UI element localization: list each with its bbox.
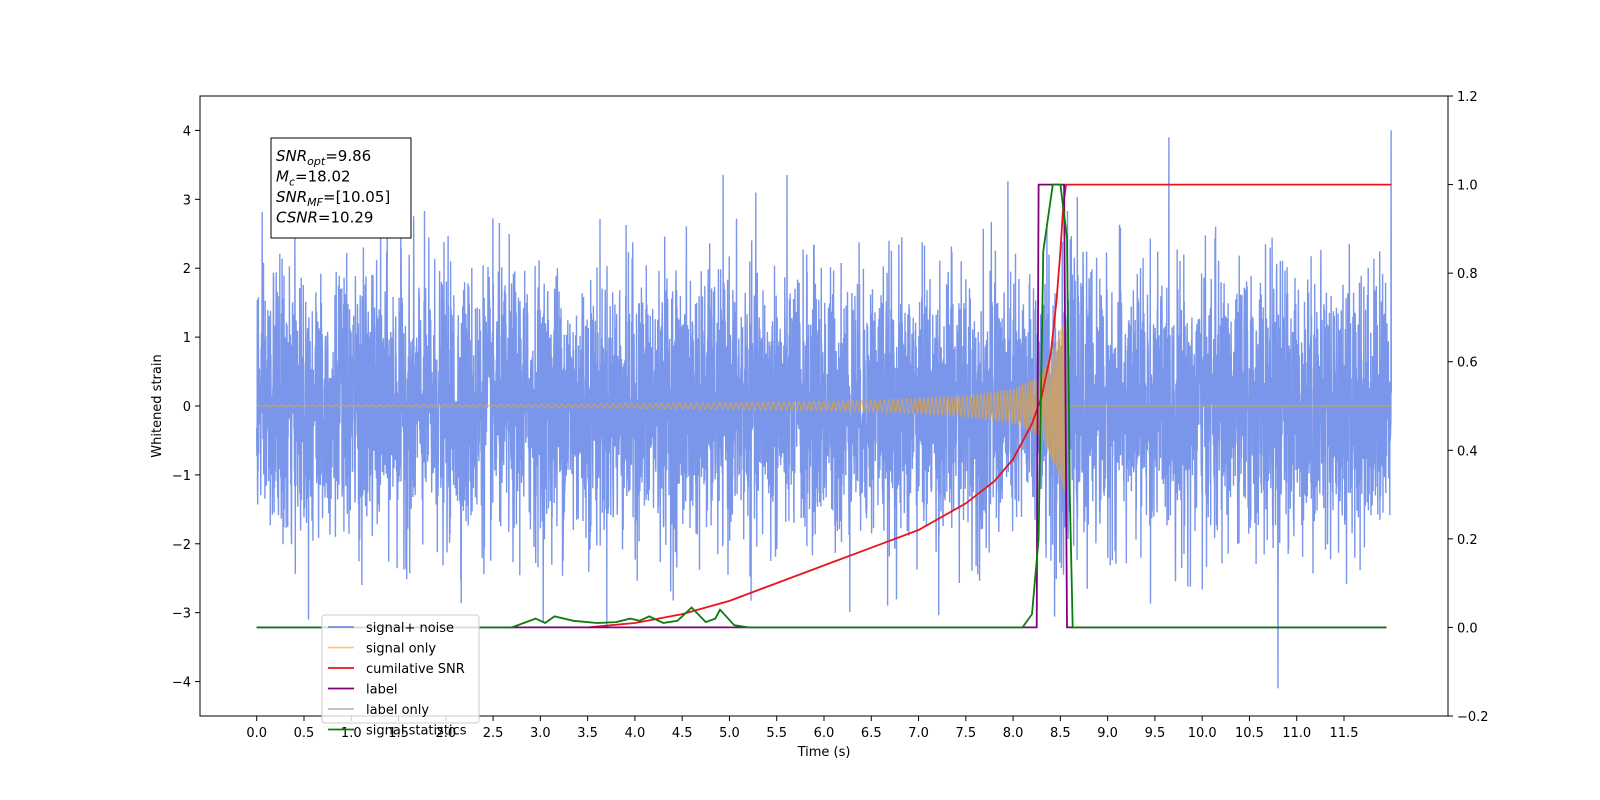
y-axis-label: Whitened strain	[150, 354, 165, 457]
x-tick-label: 5.0	[719, 726, 740, 741]
y-tick-label: 2	[183, 262, 191, 277]
series-signal-statistics	[256, 183, 1387, 629]
x-tick-label: 6.0	[814, 726, 835, 741]
legend-entry-label: signal+ noise	[366, 621, 454, 636]
x-tick-label: 0.5	[294, 726, 315, 741]
x-tick-label: 9.5	[1145, 726, 1166, 741]
x-tick-label: 8.5	[1050, 726, 1071, 741]
y2-tick-label: 0.2	[1457, 533, 1478, 548]
stats-annotation-box: SNRopt=9.86Mc=18.02SNRMF=[10.05]CSNR=10.…	[270, 137, 412, 239]
plot-series-layer	[256, 130, 1392, 689]
x-axis-label: Time (s)	[797, 745, 851, 760]
y-axis: −4 −3 −2 −1 0 1 2 3 4	[172, 124, 200, 691]
series-signal-plus-noise	[256, 130, 1392, 689]
legend: signal+ noise signal only cumilative SNR la…	[321, 614, 480, 739]
x-tick-label: 0.0	[246, 726, 267, 741]
y-tick-label: 3	[183, 193, 191, 208]
x-tick-label: 1.0	[341, 726, 362, 741]
stats-box-frame	[270, 137, 412, 239]
y2-tick-label: 1.0	[1457, 179, 1478, 194]
x-tick-label: 1.5	[388, 726, 409, 741]
x-tick-label: 10.5	[1235, 726, 1264, 741]
stats-line: CSNR=10.29	[276, 209, 373, 227]
y-tick-label: 1	[183, 331, 191, 346]
x-tick-label: 4.0	[625, 726, 646, 741]
y-tick-label: 4	[183, 124, 191, 139]
x-axis: 0.0 0.5 1.0 1.5 2.0 2.5 3.0 3.5 4.0 4.5 5.0 5.5 6.0 6…	[246, 716, 1358, 741]
y-tick-label: −1	[172, 469, 191, 484]
x-tick-label: 9.0	[1097, 726, 1118, 741]
y2-tick-label: 0.6	[1457, 356, 1478, 371]
stats-line: SNRMF=[10.05]	[276, 188, 390, 209]
x-tick-label: 2.0	[435, 726, 456, 741]
y-tick-label: −2	[172, 538, 191, 553]
x-tick-label: 7.0	[908, 726, 929, 741]
legend-frame	[321, 614, 480, 724]
legend-entry-label: label only	[366, 703, 429, 718]
x-tick-label: 8.0	[1003, 726, 1024, 741]
x-tick-label: 11.0	[1282, 726, 1311, 741]
y-tick-label: −4	[172, 676, 191, 691]
y2-tick-label: 0.8	[1457, 267, 1478, 282]
x-tick-label: 10.0	[1188, 726, 1217, 741]
y-tick-label: −3	[172, 607, 191, 622]
y2-axis: −0.2 0.0 0.2 0.4 0.6 0.8 1.0 1.2	[1448, 90, 1489, 725]
legend-entry-label: signal statistics	[366, 724, 467, 739]
x-tick-label: 2.5	[483, 726, 504, 741]
legend-entry-label: cumilative SNR	[366, 662, 465, 677]
x-tick-label: 11.5	[1330, 726, 1359, 741]
x-tick-label: 4.5	[672, 726, 693, 741]
x-tick-label: 6.5	[861, 726, 882, 741]
series-signal-only	[256, 317, 1392, 492]
stats-line: SNRopt=9.86	[276, 147, 371, 168]
y2-tick-label: 0.0	[1457, 621, 1478, 636]
y2-tick-label: 0.4	[1457, 444, 1478, 459]
y2-tick-label: 1.2	[1457, 90, 1478, 105]
y-tick-label: 0	[183, 400, 191, 415]
y2-tick-label: −0.2	[1457, 710, 1489, 725]
x-tick-label: 3.0	[530, 726, 551, 741]
x-tick-label: 3.5	[577, 726, 598, 741]
legend-entry-label: label	[366, 683, 397, 698]
stats-line: Mc=18.02	[276, 168, 351, 189]
legend-entry-label: signal only	[366, 642, 436, 657]
series-cumulative-snr	[587, 183, 1392, 629]
x-tick-label: 7.5	[955, 726, 976, 741]
x-tick-label: 5.5	[766, 726, 787, 741]
